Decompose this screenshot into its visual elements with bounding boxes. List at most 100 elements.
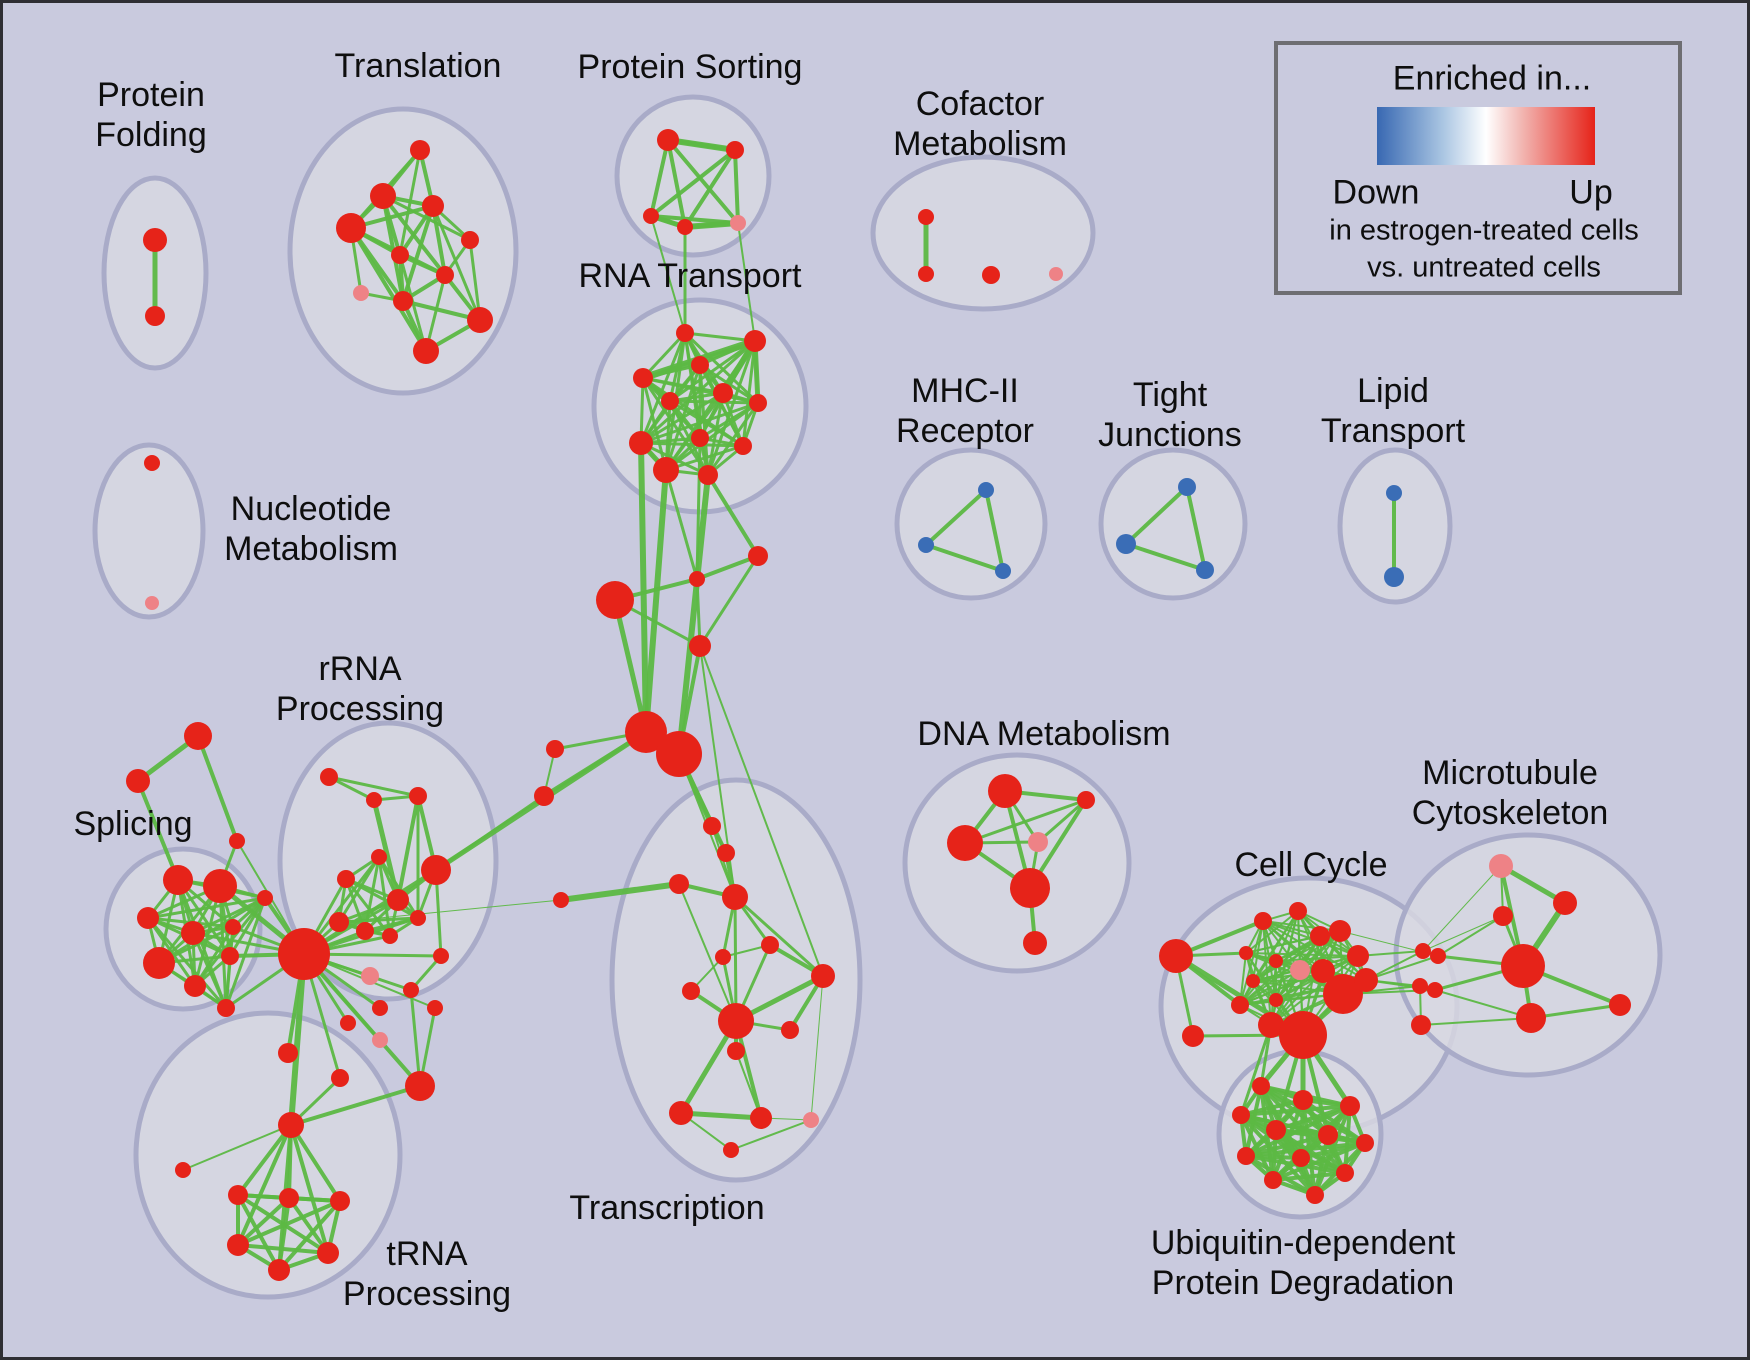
node-c3: [596, 581, 634, 619]
edge: [1124, 485, 1189, 546]
edge: [682, 220, 741, 230]
node-cc13: [1269, 993, 1283, 1007]
edge: [236, 1199, 342, 1247]
node-mt1: [1489, 854, 1513, 878]
edge: [377, 855, 392, 938]
node-c7: [553, 892, 569, 908]
node-m1: [978, 482, 994, 498]
cluster-label-cofactor-metabolism: Cofactor: [916, 85, 1045, 123]
node-t3: [422, 195, 444, 217]
node-ub6: [1318, 1125, 1338, 1145]
edge: [277, 1199, 342, 1272]
edge: [683, 331, 757, 343]
node-t8: [353, 285, 369, 301]
cluster-label-tight-junctions: Tight: [1133, 376, 1208, 414]
edge: [639, 441, 710, 477]
edge: [1422, 865, 1502, 952]
edge: [396, 794, 420, 902]
node-cc11: [1246, 974, 1260, 988]
edge: [401, 299, 482, 322]
node-cf4: [1049, 267, 1063, 281]
node-n1: [144, 455, 160, 471]
node-ub1: [1252, 1077, 1270, 1095]
node-ub2: [1293, 1090, 1313, 1110]
node-s2: [126, 769, 150, 793]
edge: [236, 1193, 281, 1272]
edge: [1239, 1104, 1352, 1117]
node-cf2: [918, 266, 934, 282]
node-h2: [656, 731, 702, 777]
node-cc4: [1310, 926, 1330, 946]
edge: [683, 148, 737, 229]
edge: [381, 194, 472, 242]
node-cc1: [1159, 939, 1193, 973]
node-tx2: [722, 884, 748, 910]
cluster-label-protein-sorting: Protein Sorting: [578, 48, 803, 86]
edge: [963, 798, 1088, 845]
cluster-label-rna-transport: RNA Transport: [579, 257, 803, 295]
cluster-label-translation: Translation: [335, 47, 502, 85]
node-r7: [749, 394, 767, 412]
node-d6: [1023, 931, 1047, 955]
node-c6: [534, 786, 554, 806]
edge: [196, 734, 239, 843]
node-rrhub: [278, 928, 330, 980]
edge: [639, 339, 757, 445]
node-cc15: [1354, 968, 1378, 992]
node-d5: [1010, 868, 1050, 908]
node-s1: [184, 722, 212, 750]
node-sp3: [137, 907, 159, 929]
edge: [664, 468, 699, 581]
cluster-label-ubiquitin-degradation: Protein Degradation: [1152, 1264, 1454, 1302]
node-rr17: [427, 1000, 443, 1016]
cluster-ellipse-protein-sorting: [614, 94, 772, 258]
edge: [1271, 1171, 1347, 1182]
edge: [1239, 1113, 1317, 1197]
node-r2: [744, 330, 766, 352]
edge: [1365, 955, 1439, 981]
edge: [706, 401, 760, 477]
node-ub5: [1266, 1120, 1286, 1140]
node-tx_b: [717, 844, 735, 862]
edge: [649, 138, 670, 218]
cluster-label-nucleotide-metabolism: Metabolism: [224, 530, 398, 568]
cluster-ellipse-cofactor-metabolism: [870, 154, 1096, 312]
node-pf2: [145, 306, 165, 326]
node-ub8: [1237, 1147, 1255, 1165]
node-rr6: [356, 922, 374, 940]
edge: [236, 1123, 293, 1247]
edge: [344, 877, 420, 920]
cluster-label-lipid-transport: Transport: [1321, 412, 1466, 450]
edge: [1275, 910, 1299, 962]
cluster-label-protein-folding: Folding: [95, 116, 207, 154]
edge: [699, 645, 824, 977]
node-sp6: [225, 919, 241, 935]
node-rr8: [387, 889, 409, 911]
node-r12: [698, 465, 718, 485]
node-rr1: [320, 768, 338, 786]
cluster-ellipse-mhc-ii-receptor: [894, 447, 1048, 601]
legend-box: Enriched in... Down Up in estrogen-treat…: [1274, 41, 1682, 295]
node-ub12: [1306, 1186, 1324, 1204]
edge: [277, 1196, 291, 1272]
node-c4: [689, 635, 711, 657]
node-t4: [336, 213, 366, 243]
node-cf1: [918, 209, 934, 225]
node-sp7: [143, 947, 175, 979]
edge: [666, 138, 740, 225]
cluster-label-rrna-processing: Processing: [276, 690, 444, 728]
edge: [706, 339, 757, 477]
edge: [668, 399, 760, 405]
edge: [289, 1123, 330, 1255]
edge: [1271, 1141, 1367, 1182]
edge: [668, 339, 757, 403]
node-tn7: [268, 1259, 290, 1281]
edge: [650, 215, 686, 334]
node-tx10: [750, 1107, 772, 1129]
edge: [136, 779, 180, 882]
node-r5: [713, 383, 733, 403]
edge: [638, 440, 649, 735]
cluster-label-tight-junctions: Junctions: [1098, 416, 1242, 454]
edge: [146, 916, 228, 1010]
